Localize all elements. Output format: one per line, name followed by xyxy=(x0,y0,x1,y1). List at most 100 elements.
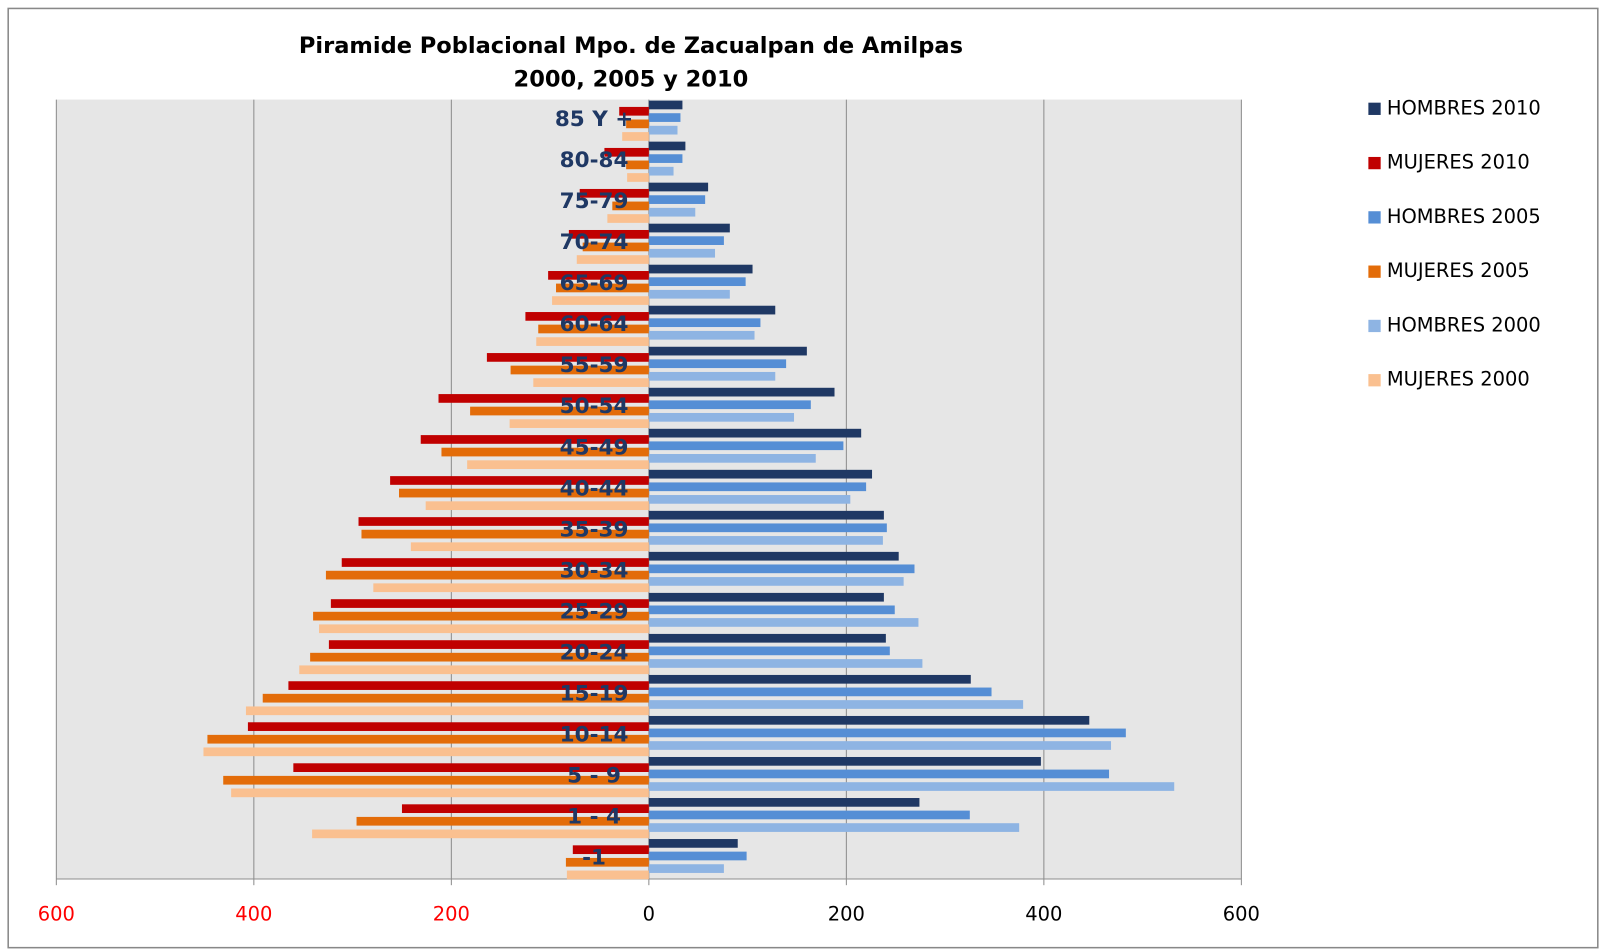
bar xyxy=(648,798,920,807)
legend-label: HOMBRES 2010 xyxy=(1387,96,1541,119)
bar xyxy=(648,715,1090,725)
bar xyxy=(361,529,649,539)
bar xyxy=(390,476,649,485)
legend-label: MUJERES 2010 xyxy=(1387,151,1530,174)
bar xyxy=(648,864,724,873)
bar xyxy=(410,542,649,552)
category-label: 60-64 xyxy=(560,312,629,337)
bar xyxy=(648,248,716,258)
bar xyxy=(648,371,776,381)
bar xyxy=(648,482,867,492)
x-tick-label: 200 xyxy=(828,902,865,925)
bar xyxy=(648,182,709,192)
category-label: 70-74 xyxy=(560,230,629,255)
bar xyxy=(425,501,649,511)
bar xyxy=(648,195,706,204)
category-label: 45-49 xyxy=(560,435,629,460)
bar xyxy=(313,611,649,621)
bar xyxy=(319,624,649,634)
bar xyxy=(648,454,816,463)
bar xyxy=(582,242,649,252)
bar xyxy=(566,870,649,880)
bar xyxy=(648,687,992,697)
bar xyxy=(356,816,649,826)
bar xyxy=(648,141,686,151)
bar xyxy=(467,460,649,470)
bar xyxy=(648,400,811,410)
bar xyxy=(648,412,795,422)
category-label: -1 xyxy=(582,845,606,870)
bar xyxy=(619,106,649,116)
bar xyxy=(223,775,649,785)
bar xyxy=(203,747,649,757)
bar xyxy=(576,255,649,264)
bar xyxy=(420,435,649,444)
bar xyxy=(565,857,649,867)
bar xyxy=(470,406,649,416)
category-label: 25-29 xyxy=(560,599,629,624)
bar xyxy=(438,394,649,403)
category-label: 50-54 xyxy=(560,394,629,419)
bar xyxy=(648,646,890,656)
x-tick-label: 0 xyxy=(643,902,655,925)
bar xyxy=(648,318,761,328)
bar xyxy=(648,441,844,451)
bar xyxy=(538,324,649,334)
category-label: 40-44 xyxy=(560,476,629,501)
bar xyxy=(648,428,862,438)
bar xyxy=(648,277,746,287)
bar xyxy=(207,734,649,744)
bar xyxy=(648,618,919,627)
bar xyxy=(648,236,724,245)
bar xyxy=(648,469,873,479)
legend-label: MUJERES 2000 xyxy=(1387,368,1530,391)
bar xyxy=(648,387,835,397)
legend-swatch xyxy=(1368,319,1381,333)
category-label: 55-59 xyxy=(560,353,629,378)
bar xyxy=(533,378,649,387)
bar xyxy=(328,640,649,649)
bar xyxy=(299,665,649,675)
bar xyxy=(510,365,649,375)
bar xyxy=(441,447,649,457)
category-label: 80-84 xyxy=(560,148,629,173)
bar xyxy=(648,305,776,315)
bar xyxy=(648,166,674,176)
bar xyxy=(648,839,738,848)
bar xyxy=(648,359,787,369)
bar xyxy=(648,741,1112,750)
bar xyxy=(568,229,649,239)
bar xyxy=(262,693,649,703)
bar xyxy=(648,510,884,520)
x-tick-label: 600 xyxy=(1223,902,1260,925)
bar xyxy=(325,570,649,580)
bar xyxy=(604,147,649,157)
bar xyxy=(626,119,649,129)
category-label: 30-34 xyxy=(560,558,629,583)
bar xyxy=(293,763,649,772)
bar xyxy=(648,756,1041,766)
bar xyxy=(648,633,886,643)
bar xyxy=(556,283,649,293)
bar xyxy=(648,728,1126,738)
x-tick-label: 600 xyxy=(38,902,75,925)
bar xyxy=(648,564,915,574)
bar xyxy=(401,804,649,814)
legend-swatch xyxy=(1368,211,1381,224)
bar xyxy=(373,583,649,593)
bar xyxy=(648,592,884,602)
bar xyxy=(648,100,683,110)
legend-swatch xyxy=(1368,265,1381,278)
category-label: 10-14 xyxy=(560,722,629,747)
bar xyxy=(648,605,895,615)
category-label: 75-79 xyxy=(560,189,629,214)
bar xyxy=(648,264,753,274)
bar xyxy=(245,706,649,716)
x-tick-label: 200 xyxy=(433,902,470,925)
bar xyxy=(312,829,649,839)
bar xyxy=(648,154,683,163)
bar xyxy=(648,207,696,217)
x-tick-label: 400 xyxy=(1025,902,1062,925)
bar xyxy=(607,214,649,223)
